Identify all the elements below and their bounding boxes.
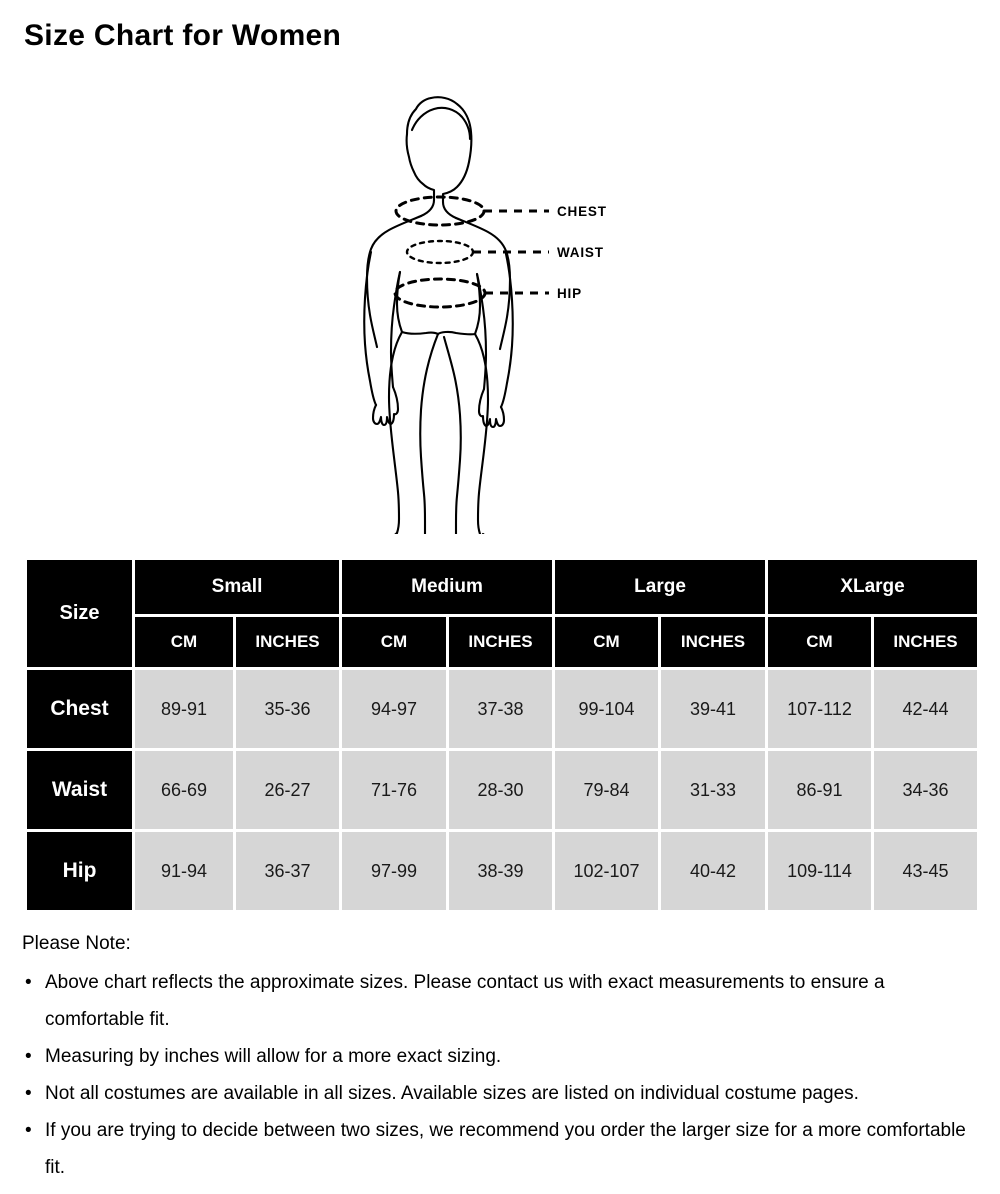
row-header-chest: Chest xyxy=(27,670,132,748)
table-row: Hip 91-94 36-37 97-99 38-39 102-107 40-4… xyxy=(27,832,978,910)
header-unit-large-cm: CM xyxy=(555,617,659,667)
chest-label: CHEST xyxy=(557,204,607,219)
header-unit-medium-cm: CM xyxy=(342,617,447,667)
header-unit-xlarge-cm: CM xyxy=(768,617,872,667)
header-unit-medium-inches: INCHES xyxy=(449,617,553,667)
cell-chest-large-inches: 39-41 xyxy=(661,670,766,748)
cell-hip-small-cm: 91-94 xyxy=(135,832,233,910)
cell-chest-small-cm: 89-91 xyxy=(135,670,233,748)
table-header-row-groups: Size Small Medium Large XLarge xyxy=(27,560,978,667)
bullet-glyph-icon: • xyxy=(25,1046,32,1067)
bullet-glyph-icon: • xyxy=(25,1083,32,1104)
header-unit-large-inches: INCHES xyxy=(661,617,766,667)
header-group-xlarge: XLarge xyxy=(768,560,978,614)
size-chart-table-container: Size Small Medium Large XLarge CM INCHES… xyxy=(24,557,978,913)
notes-title: Please Note: xyxy=(22,933,131,954)
list-item: • Above chart reflects the approximate s… xyxy=(22,964,982,1038)
cell-chest-large-cm: 99-104 xyxy=(555,670,659,748)
header-unit-xlarge-inches: INCHES xyxy=(874,617,978,667)
header-group-large: Large xyxy=(555,560,766,614)
cell-hip-small-inches: 36-37 xyxy=(236,832,340,910)
header-group-small: Small xyxy=(135,560,340,614)
notes-section: Please Note: • Above chart reflects the … xyxy=(22,925,982,1186)
cell-chest-medium-cm: 94-97 xyxy=(342,670,447,748)
hip-label: HIP xyxy=(557,286,582,301)
size-chart-table: Size Small Medium Large XLarge CM INCHES… xyxy=(24,557,980,913)
note-text: Not all costumes are available in all si… xyxy=(45,1083,859,1104)
note-text: If you are trying to decide between two … xyxy=(45,1120,966,1178)
header-group-medium: Medium xyxy=(342,560,553,614)
header-size-corner: Size xyxy=(27,560,132,667)
table-header-row-units: CM INCHES CM INCHES CM INCHES CM INCHES xyxy=(27,617,978,667)
bullet-glyph-icon: • xyxy=(25,972,32,993)
cell-chest-small-inches: 35-36 xyxy=(236,670,340,748)
cell-hip-large-cm: 102-107 xyxy=(555,832,659,910)
note-text: Above chart reflects the approximate siz… xyxy=(45,972,885,1030)
table-row: Waist 66-69 26-27 71-76 28-30 79-84 31-3… xyxy=(27,751,978,829)
table-row: Chest 89-91 35-36 94-97 37-38 99-104 39-… xyxy=(27,670,978,748)
cell-chest-xlarge-inches: 42-44 xyxy=(874,670,978,748)
cell-waist-large-inches: 31-33 xyxy=(661,751,766,829)
list-item: • If you are trying to decide between tw… xyxy=(22,1112,982,1186)
waist-measure-ellipse xyxy=(405,239,475,265)
cell-hip-medium-cm: 97-99 xyxy=(342,832,447,910)
row-header-waist: Waist xyxy=(27,751,132,829)
row-header-hip: Hip xyxy=(27,832,132,910)
cell-hip-xlarge-cm: 109-114 xyxy=(768,832,872,910)
cell-hip-medium-inches: 38-39 xyxy=(449,832,553,910)
body-measurement-diagram: CHEST WAIST HIP xyxy=(0,84,1000,534)
list-item: • Measuring by inches will allow for a m… xyxy=(22,1038,982,1075)
note-text: Measuring by inches will allow for a mor… xyxy=(45,1046,502,1067)
cell-hip-large-inches: 40-42 xyxy=(661,832,766,910)
header-unit-small-cm: CM xyxy=(135,617,233,667)
chest-measure-ellipse xyxy=(394,195,486,227)
cell-waist-xlarge-inches: 34-36 xyxy=(874,751,978,829)
cell-waist-medium-cm: 71-76 xyxy=(342,751,447,829)
cell-chest-medium-inches: 37-38 xyxy=(449,670,553,748)
list-item: • Not all costumes are available in all … xyxy=(22,1075,982,1112)
bullet-glyph-icon: • xyxy=(25,1120,32,1141)
cell-waist-small-inches: 26-27 xyxy=(236,751,340,829)
header-unit-small-inches: INCHES xyxy=(236,617,340,667)
cell-waist-xlarge-cm: 86-91 xyxy=(768,751,872,829)
cell-waist-medium-inches: 28-30 xyxy=(449,751,553,829)
waist-label: WAIST xyxy=(557,245,604,260)
notes-list: • Above chart reflects the approximate s… xyxy=(22,964,982,1186)
cell-chest-xlarge-cm: 107-112 xyxy=(768,670,872,748)
cell-waist-small-cm: 66-69 xyxy=(135,751,233,829)
cell-hip-xlarge-inches: 43-45 xyxy=(874,832,978,910)
page-title: Size Chart for Women xyxy=(24,19,342,52)
female-body-outline-icon xyxy=(363,96,549,534)
cell-waist-large-cm: 79-84 xyxy=(555,751,659,829)
hip-measure-ellipse xyxy=(393,277,487,309)
